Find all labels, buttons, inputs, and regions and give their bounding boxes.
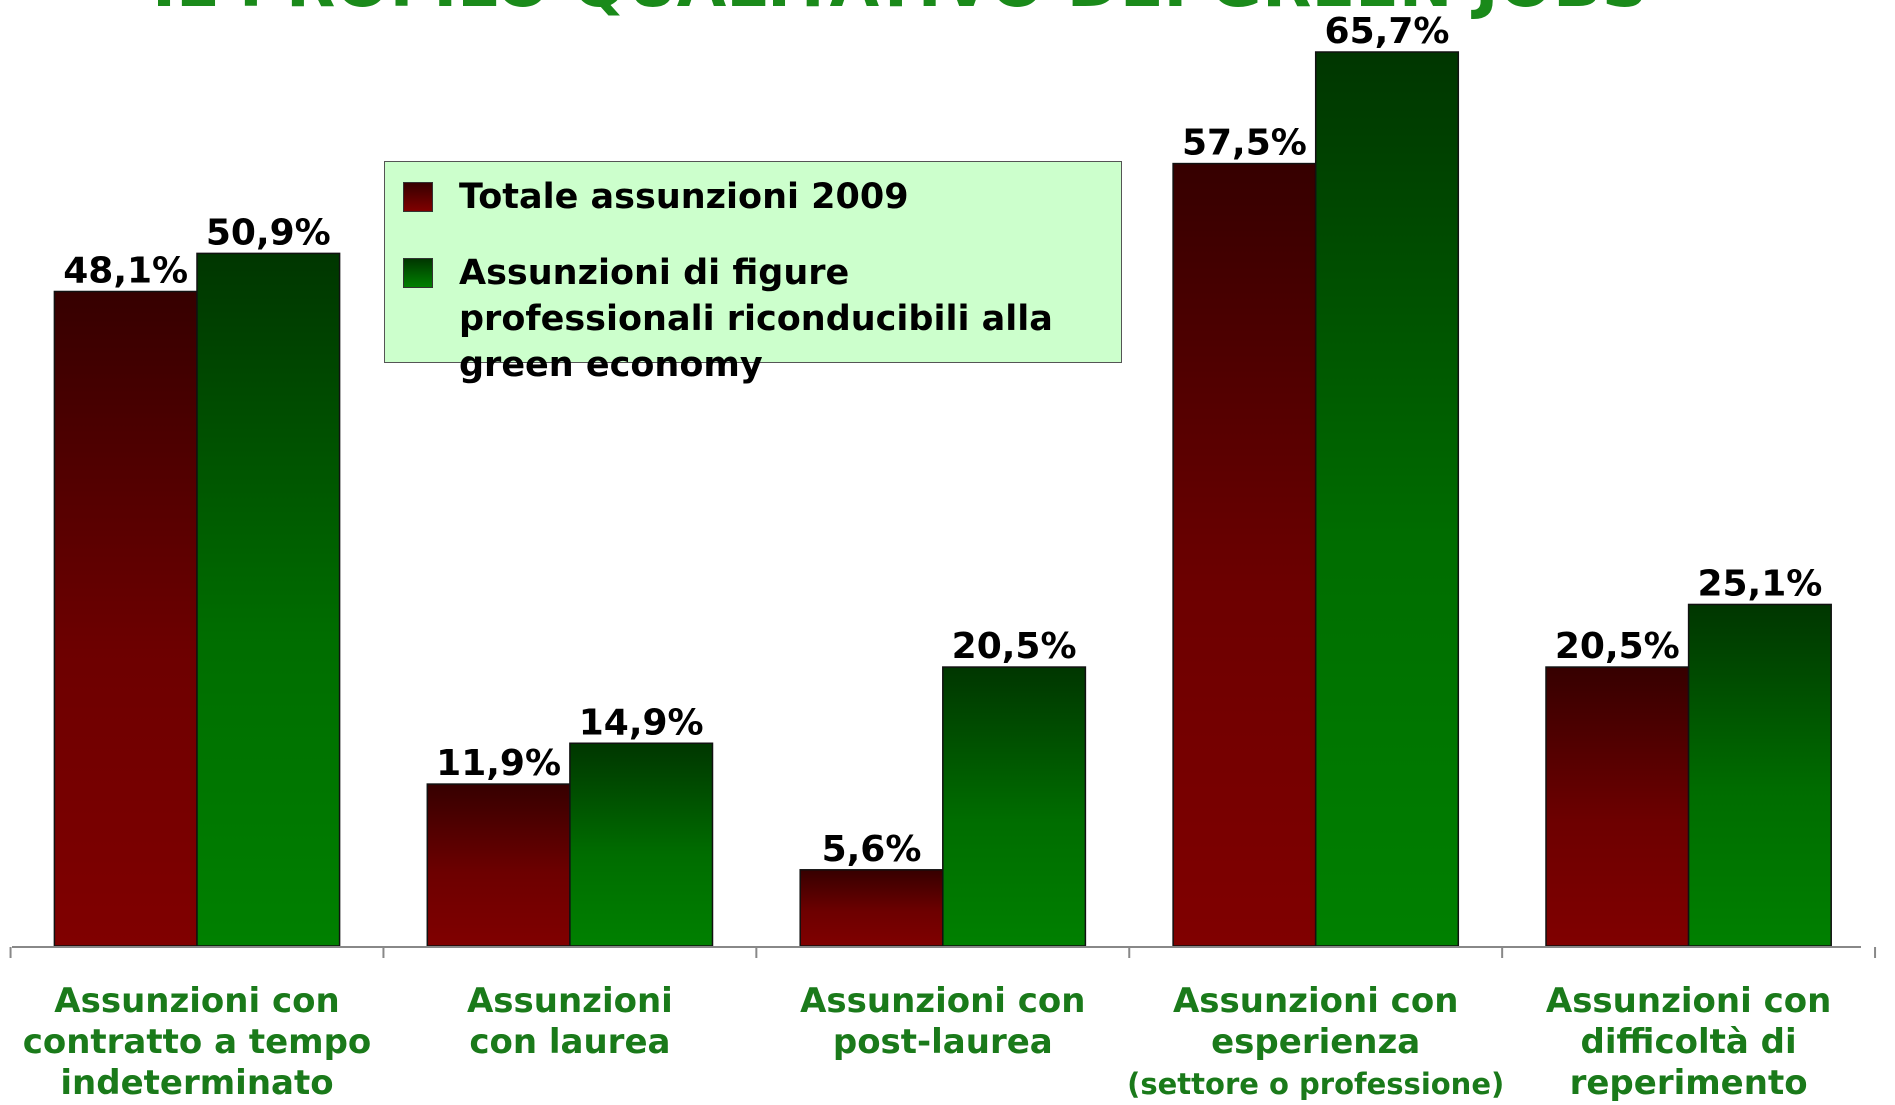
legend-item: Totale assunzioni 2009 [403, 174, 1083, 220]
legend-item: Assunzioni di figure professionali ricon… [403, 250, 1083, 388]
value-label: 65,7% [1325, 11, 1450, 52]
bar [1689, 604, 1832, 946]
value-label: 5,6% [822, 829, 922, 870]
x-tick-label: reperimento [1570, 1063, 1808, 1103]
bar [197, 253, 340, 946]
bar [1546, 667, 1689, 946]
legend-swatch [403, 258, 433, 288]
x-tick-label: contratto a tempo [23, 1022, 372, 1062]
x-tick-label: Assunzioni con [1173, 981, 1458, 1021]
legend-label: Totale assunzioni 2009 [459, 174, 909, 220]
legend-label: Assunzioni di figure professionali ricon… [459, 250, 1083, 388]
bar [1173, 164, 1316, 946]
x-tick-label: Assunzioni con [1546, 981, 1831, 1021]
bar [1316, 52, 1459, 946]
x-tick-label: difficoltà di [1581, 1022, 1797, 1062]
x-tick-label: Assunzioni con [54, 981, 339, 1021]
x-tick-label: con laurea [469, 1022, 670, 1062]
bar [943, 667, 1086, 946]
x-tick-label: indeterminato [60, 1063, 333, 1103]
value-label: 50,9% [206, 212, 331, 253]
x-tick-label: post-laurea [833, 1022, 1053, 1062]
value-label: 20,5% [952, 626, 1077, 667]
x-tick-label: Assunzioni [467, 981, 673, 1021]
value-label: 20,5% [1555, 626, 1680, 667]
value-label: 14,9% [579, 702, 704, 743]
value-label: 57,5% [1182, 123, 1307, 164]
x-tick-label: (settore o professione) [1127, 1067, 1504, 1101]
page: {"chart_data": {"type": "bar", "title": … [0, 0, 1895, 1105]
legend-swatch [403, 182, 433, 212]
value-label: 48,1% [63, 250, 188, 291]
bar [800, 870, 943, 946]
value-label: 25,1% [1697, 563, 1822, 604]
bar [570, 743, 713, 946]
bar [427, 784, 570, 946]
x-tick-label: Assunzioni con [800, 981, 1085, 1021]
value-label: 11,9% [436, 743, 561, 784]
bar [54, 291, 197, 946]
x-tick-label: esperienza [1211, 1022, 1420, 1062]
